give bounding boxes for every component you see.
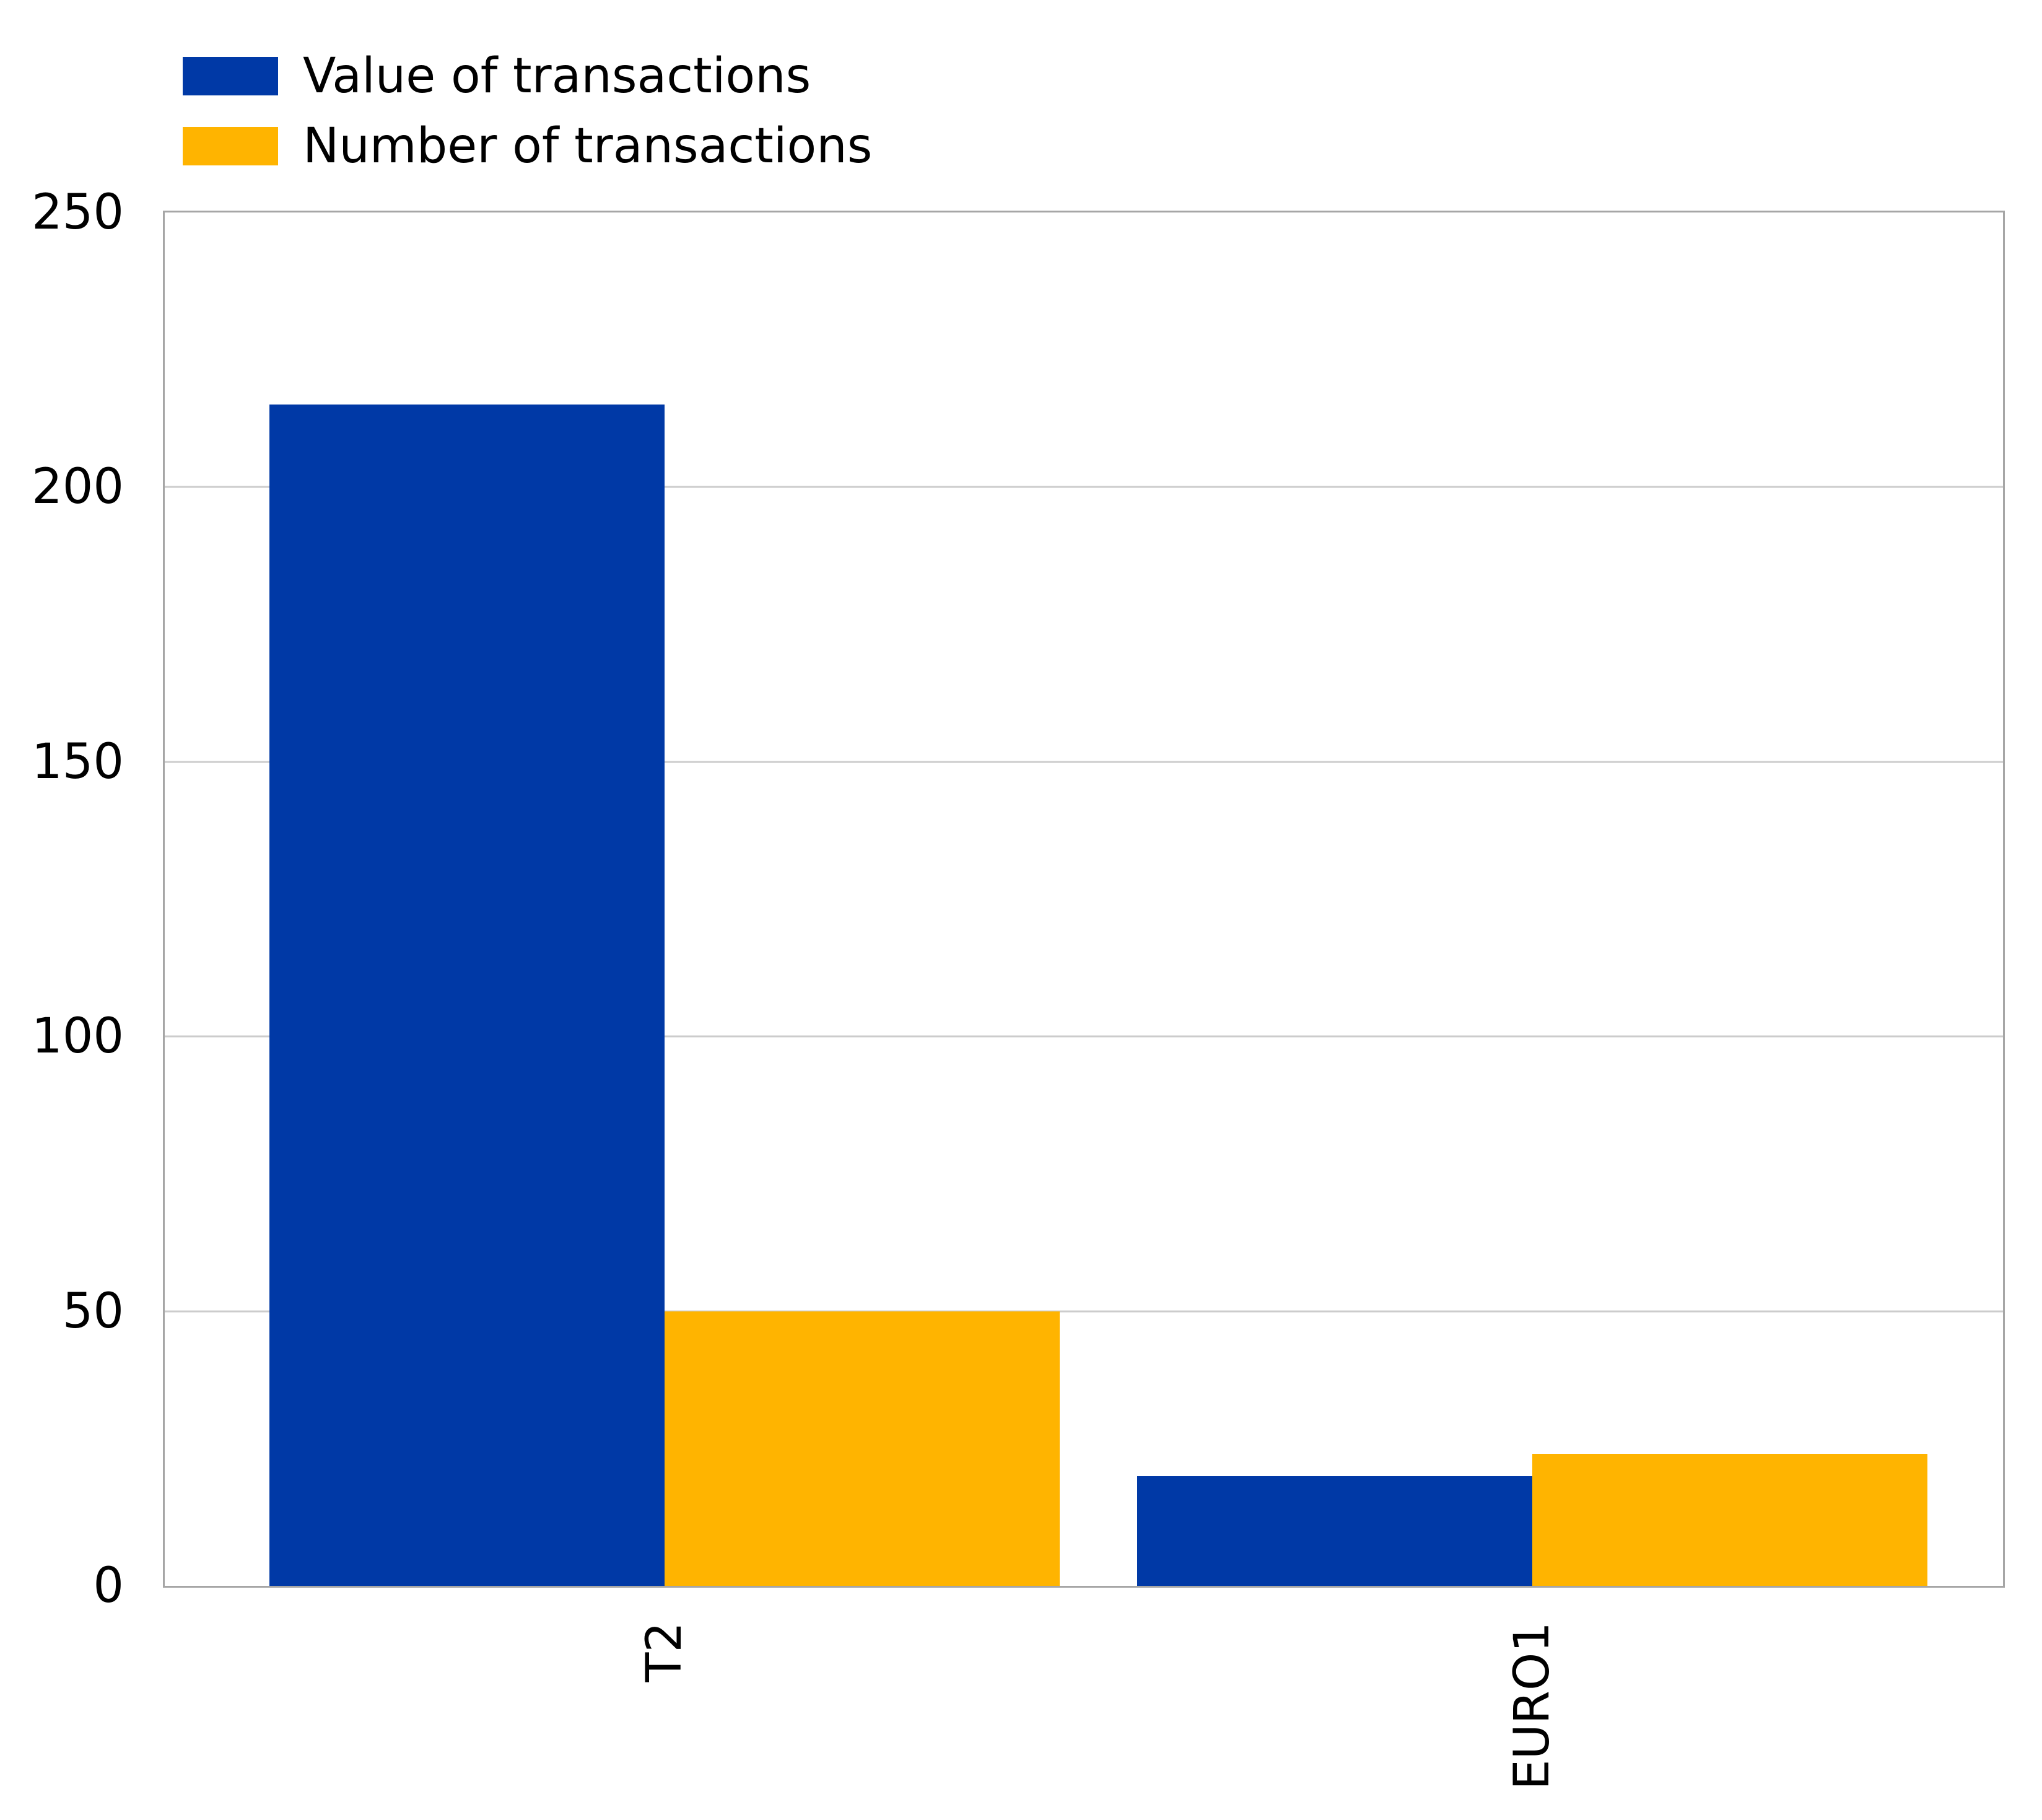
gridline-150 — [165, 761, 2003, 763]
legend-label-number: Number of transactions — [303, 118, 873, 174]
plot-area: 0 50 100 150 200 250 T2 EURO1 — [32, 188, 2005, 1790]
bar-euro1-value — [1137, 1476, 1533, 1586]
y-tick-label-150: 150 — [32, 733, 124, 790]
bar-euro1-number — [1532, 1454, 1928, 1586]
y-tick-label-0: 0 — [93, 1558, 124, 1614]
gridline-50 — [165, 1310, 2003, 1313]
gridline-200 — [165, 486, 2003, 488]
legend-item-value: Value of transactions — [183, 41, 872, 111]
legend: Value of transactions Number of transact… — [183, 41, 872, 181]
y-tick-label-250: 250 — [32, 185, 124, 240]
legend-swatch-number-icon — [183, 126, 278, 165]
bar-t2-number — [665, 1311, 1060, 1586]
x-tick-label-t2: T2 — [637, 1622, 693, 1682]
gridline-100 — [165, 1035, 2003, 1038]
y-tick-label-100: 100 — [32, 1008, 124, 1065]
legend-label-value: Value of transactions — [303, 48, 811, 104]
bar-t2-value — [269, 405, 665, 1586]
y-tick-label-50: 50 — [62, 1283, 124, 1339]
legend-swatch-value-icon — [183, 56, 278, 95]
y-tick-label-200: 200 — [32, 459, 124, 515]
x-tick-label-euro1: EURO1 — [1504, 1622, 1561, 1790]
legend-item-number: Number of transactions — [183, 111, 872, 181]
